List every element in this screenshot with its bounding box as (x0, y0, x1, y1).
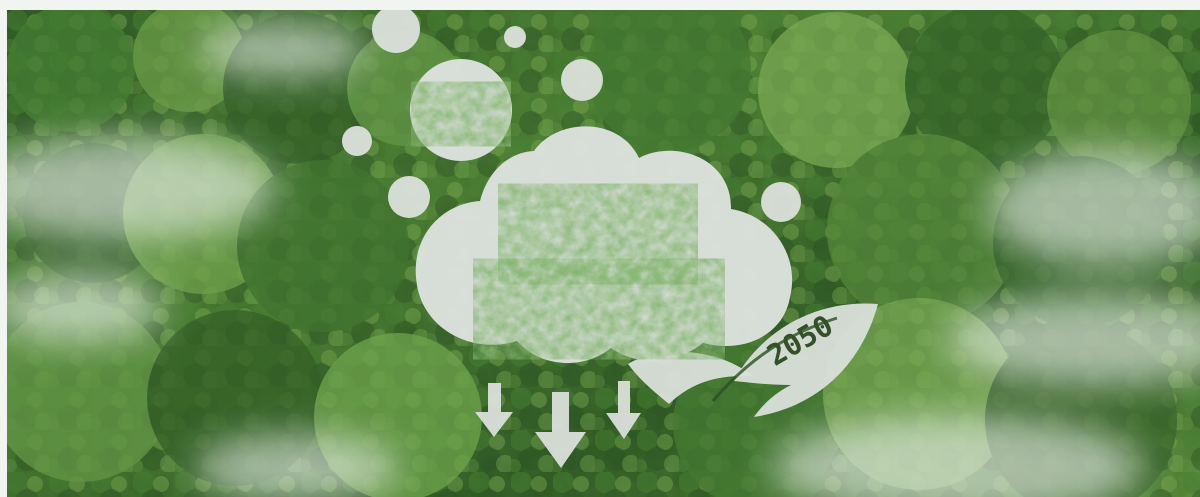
co2-base: CO (419, 87, 486, 136)
net-text: NET (515, 192, 681, 276)
net-zero-graphic: CO2 NET ZERO 2050 (342, 10, 878, 468)
svg-text:CO2: CO2 (419, 87, 502, 141)
hero-image: CO2 NET ZERO 2050 (7, 10, 1200, 497)
zero-text: ZERO (494, 267, 703, 351)
co2-subscript: 2 (486, 113, 503, 141)
net-zero-forest-image: CO2 NET ZERO 2050 (7, 10, 1200, 497)
